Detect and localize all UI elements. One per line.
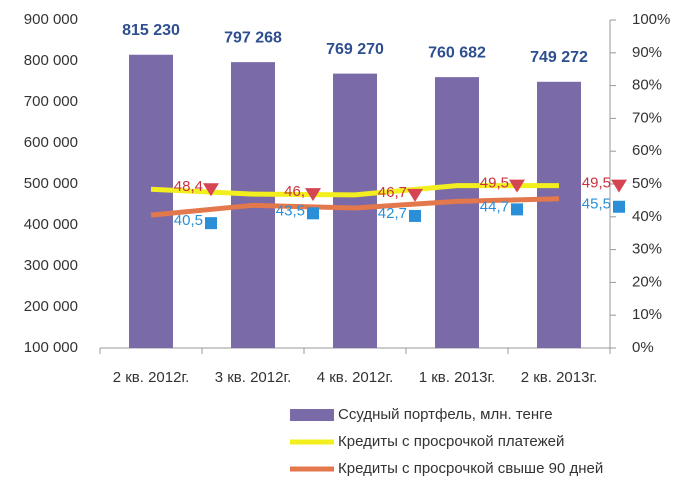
line-value-label: 48,4 <box>174 178 203 195</box>
y2-tick-label: 80% <box>632 77 662 94</box>
y-tick-label: 100 000 <box>24 339 78 356</box>
bar-value-label: 769 270 <box>326 41 384 58</box>
legend-label: Ссудный портфель, млн. тенге <box>338 406 553 423</box>
line <box>150 183 559 198</box>
line-value-label: 49,5 <box>480 175 509 192</box>
line-value-label: 44,7 <box>480 198 509 215</box>
bar-value-label: 797 268 <box>224 29 282 46</box>
bar <box>333 73 377 348</box>
bar-value-label: 760 682 <box>428 44 486 61</box>
line-value-label: 46,7 <box>378 184 407 201</box>
y-tick-label: 300 000 <box>24 257 78 274</box>
bar <box>129 54 173 348</box>
y2-tick-label: 50% <box>632 175 662 192</box>
y2-tick-label: 60% <box>632 142 662 159</box>
y-tick-label: 700 000 <box>24 93 78 110</box>
y2-tick-label: 0% <box>632 339 654 356</box>
bar <box>537 81 581 349</box>
y2-tick-label: 30% <box>632 241 662 258</box>
line-value-label: 40,5 <box>174 212 203 229</box>
y-tick-label: 800 000 <box>24 52 78 69</box>
marker <box>409 209 421 222</box>
x-tick-label: 1 кв. 2013г. <box>419 369 496 386</box>
bar-value-label: 749 272 <box>530 49 588 66</box>
marker <box>509 179 525 193</box>
marker <box>305 188 321 202</box>
x-tick-label: 3 кв. 2012г. <box>215 369 292 386</box>
line-value-label: 49,5 <box>582 175 611 192</box>
line-value-label: 45,5 <box>582 196 611 213</box>
y-tick-label: 400 000 <box>24 216 78 233</box>
marker <box>511 203 523 216</box>
marker <box>407 188 423 202</box>
legend-swatch <box>290 409 334 421</box>
x-tick-label: 4 кв. 2012г. <box>317 369 394 386</box>
x-tick-label: 2 кв. 2013г. <box>521 369 598 386</box>
x-tick-label: 2 кв. 2012г. <box>113 369 190 386</box>
y2-tick-label: 100% <box>632 11 670 28</box>
legend-label: Кредиты с просрочкой свыше 90 дней <box>338 460 603 477</box>
line <box>150 196 560 218</box>
y2-tick-label: 90% <box>632 44 662 61</box>
bar-value-label: 815 230 <box>122 22 180 39</box>
marker <box>205 217 217 230</box>
bar <box>435 77 479 349</box>
y2-tick-label: 10% <box>632 306 662 323</box>
y-tick-label: 200 000 <box>24 298 78 315</box>
marker <box>613 200 625 213</box>
legend-label: Кредиты с просрочкой платежей <box>338 433 564 450</box>
y-tick-label: 900 000 <box>24 11 78 28</box>
y-tick-label: 500 000 <box>24 175 78 192</box>
y2-tick-label: 40% <box>632 208 662 225</box>
marker <box>203 183 219 197</box>
marker <box>611 179 627 193</box>
y2-tick-label: 70% <box>632 109 662 126</box>
line-value-label: 42,7 <box>378 205 407 222</box>
line-value-label: 46, <box>284 183 305 200</box>
marker <box>307 207 319 220</box>
line-value-label: 43,5 <box>276 202 305 219</box>
y2-tick-label: 20% <box>632 273 662 290</box>
y-tick-label: 600 000 <box>24 134 78 151</box>
